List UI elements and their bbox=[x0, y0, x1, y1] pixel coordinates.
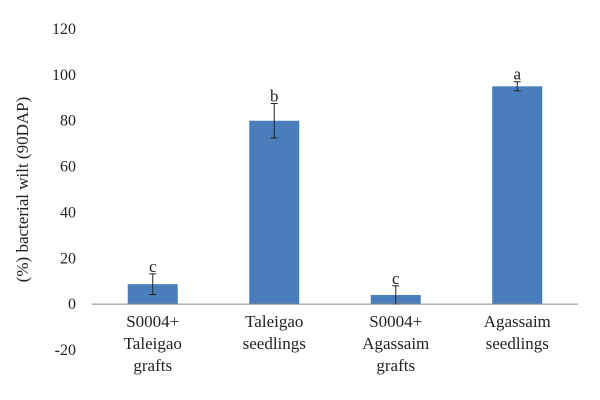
x-category-label-line: Agassaim bbox=[484, 312, 551, 331]
y-tick-label: -20 bbox=[55, 342, 76, 359]
category-labels-group: S0004+ Taleigao grafts Taleigao seedlings S00… bbox=[124, 312, 551, 375]
x-category-label: Agassaim seedlings bbox=[484, 312, 551, 353]
x-category-label: S0004+ Taleigao grafts bbox=[124, 312, 182, 375]
x-category-label-line: S0004+ bbox=[369, 312, 422, 331]
significance-letter: c bbox=[392, 269, 400, 288]
y-tick-label: 120 bbox=[52, 21, 76, 38]
x-category-label-line: Agassaim bbox=[362, 334, 429, 353]
x-category-label-line: Taleigao bbox=[124, 334, 182, 353]
bar bbox=[249, 120, 300, 305]
error-bar bbox=[149, 273, 157, 296]
x-category-label: Taleigao seedlings bbox=[243, 312, 306, 353]
significance-letter: b bbox=[270, 87, 279, 106]
error-bars-group bbox=[149, 81, 521, 305]
y-axis-ticks: -20 0 20 40 60 80 100 120 bbox=[52, 21, 76, 359]
y-axis-title: (%) bacterial wilt (90DAP) bbox=[13, 97, 32, 283]
bar bbox=[492, 86, 543, 305]
y-tick-label: 40 bbox=[60, 204, 76, 221]
y-tick-label: 100 bbox=[52, 67, 76, 84]
x-category-label: S0004+ Agassaim grafts bbox=[362, 312, 429, 375]
significance-labels-group: c b c a bbox=[149, 65, 522, 288]
x-category-label-line: grafts bbox=[133, 356, 172, 375]
significance-letter: c bbox=[149, 257, 157, 276]
x-category-label-line: seedlings bbox=[486, 334, 549, 353]
x-category-label-line: S0004+ bbox=[126, 312, 179, 331]
y-tick-label: 80 bbox=[60, 113, 76, 130]
significance-letter: a bbox=[513, 65, 521, 84]
x-category-label-line: Taleigao bbox=[245, 312, 303, 331]
y-tick-label: 60 bbox=[60, 159, 76, 176]
y-tick-label: 20 bbox=[60, 250, 76, 267]
bars-group bbox=[127, 86, 543, 305]
error-bar bbox=[513, 81, 521, 92]
x-category-label-line: grafts bbox=[376, 356, 415, 375]
y-tick-label: 0 bbox=[68, 296, 76, 313]
error-bar bbox=[270, 103, 278, 139]
x-category-label-line: seedlings bbox=[243, 334, 306, 353]
